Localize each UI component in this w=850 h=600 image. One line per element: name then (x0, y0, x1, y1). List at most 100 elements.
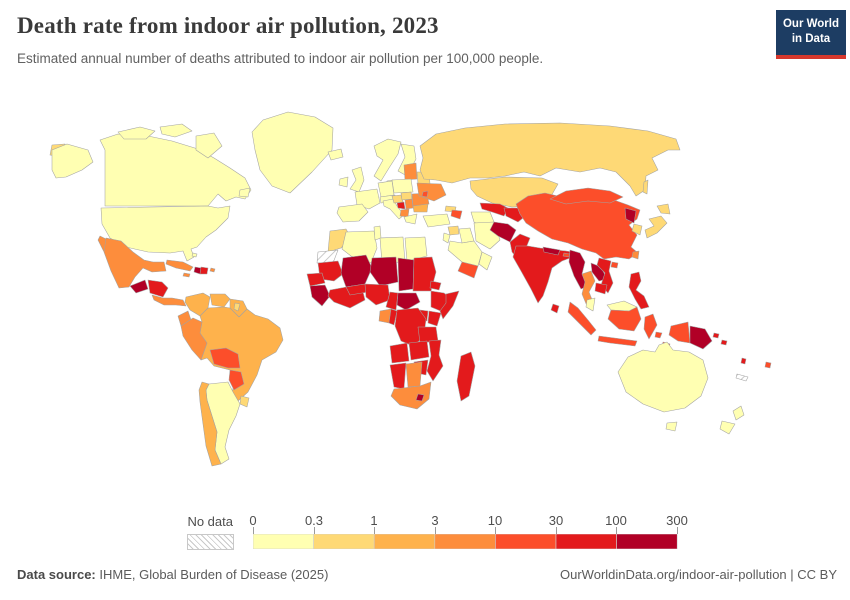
country-new-caledonia[interactable] (735, 373, 749, 382)
country-central-african-republic[interactable] (396, 292, 421, 311)
country-venezuela[interactable] (209, 293, 231, 308)
country-niger[interactable] (369, 256, 399, 287)
country-dominican-republic[interactable] (199, 266, 209, 275)
owid-link[interactable]: OurWorldinData.org/indoor-air-pollution … (560, 567, 837, 582)
country-peru[interactable] (180, 317, 208, 361)
country-yemen[interactable] (457, 261, 479, 279)
country-north-korea[interactable] (624, 207, 637, 224)
country-vietnam[interactable] (596, 257, 614, 294)
country-honduras-nicaragua[interactable] (147, 279, 169, 298)
country-moldova[interactable] (421, 190, 429, 198)
legend-bin-3[interactable] (434, 534, 496, 549)
country-syria[interactable] (447, 225, 460, 236)
country-australia[interactable] (617, 341, 709, 413)
country-senegal[interactable] (306, 272, 326, 287)
country-mali[interactable] (340, 254, 373, 288)
country-iceland[interactable] (327, 148, 344, 161)
country-indonesia-borneo[interactable] (607, 306, 642, 332)
country-indonesia-sumatra[interactable] (567, 301, 597, 336)
country-philippines[interactable] (628, 271, 650, 310)
country-lesotho[interactable] (415, 393, 425, 402)
country-congo[interactable] (388, 308, 398, 326)
country-malawi-mozambique[interactable] (426, 339, 444, 382)
country-new-zealand[interactable] (719, 405, 745, 435)
country-bosnia[interactable] (396, 201, 406, 210)
country-south-africa[interactable] (390, 381, 432, 410)
country-uruguay[interactable] (239, 395, 250, 408)
country-germany[interactable] (377, 180, 395, 198)
country-botswana[interactable] (405, 361, 423, 388)
country-australia-tasmania[interactable] (665, 421, 678, 432)
country-turkey[interactable] (422, 213, 451, 228)
country-iberia[interactable] (336, 203, 369, 223)
country-jamaica[interactable] (182, 272, 191, 278)
country-indonesia-java[interactable] (597, 335, 638, 347)
country-puerto-rico[interactable] (209, 267, 216, 273)
country-baltics[interactable] (403, 162, 418, 181)
country-papua-new-guinea[interactable] (689, 325, 713, 350)
world-choropleth-map[interactable] (0, 85, 850, 510)
country-suriname[interactable] (233, 302, 241, 312)
country-sri-lanka[interactable] (550, 303, 560, 314)
country-serbia[interactable] (404, 198, 414, 210)
legend-bin-6[interactable] (616, 534, 678, 549)
country-hungary[interactable] (400, 191, 413, 201)
country-bulgaria[interactable] (412, 203, 429, 213)
country-vanuatu[interactable] (740, 357, 747, 365)
country-costa-rica-panama[interactable] (151, 294, 187, 307)
country-saudi-arabia[interactable] (447, 240, 483, 267)
country-namibia[interactable] (389, 362, 407, 390)
country-kenya[interactable] (427, 310, 442, 327)
country-cuba[interactable] (165, 259, 194, 272)
country-guatemala[interactable] (129, 279, 149, 294)
country-uzbekistan[interactable] (479, 202, 509, 217)
country-solomon-islands[interactable] (712, 332, 728, 346)
country-canada-arctic-2[interactable] (159, 123, 193, 138)
country-canada[interactable] (99, 133, 252, 207)
country-chad[interactable] (397, 257, 415, 292)
country-cameroon[interactable] (385, 291, 399, 311)
country-eritrea[interactable] (429, 280, 442, 291)
country-egypt[interactable] (404, 236, 428, 262)
legend-no-data-swatch[interactable] (187, 534, 234, 550)
country-canada-arctic-1[interactable] (117, 126, 156, 140)
owid-logo[interactable]: Our World in Data (776, 10, 846, 59)
country-azerbaijan[interactable] (450, 209, 463, 220)
country-zambia[interactable] (408, 340, 430, 361)
country-poland[interactable] (391, 178, 414, 194)
country-bahamas[interactable] (191, 252, 198, 258)
country-alaska[interactable] (51, 143, 94, 179)
country-greenland[interactable] (251, 111, 334, 194)
country-south-korea[interactable] (631, 223, 643, 236)
country-ireland[interactable] (338, 176, 349, 188)
legend-bin-2[interactable] (373, 534, 436, 549)
country-paraguay[interactable] (228, 369, 245, 391)
country-bolivia[interactable] (209, 347, 241, 369)
country-india[interactable] (512, 245, 573, 304)
country-drc[interactable] (394, 307, 427, 347)
legend-color-bar[interactable] (253, 534, 678, 549)
country-japan[interactable] (644, 203, 671, 239)
country-uk[interactable] (349, 166, 365, 193)
country-canada-baffin[interactable] (195, 132, 223, 159)
country-norway-sweden[interactable] (373, 138, 402, 182)
country-canada-newfoundland[interactable] (238, 187, 251, 198)
legend-bin-4[interactable] (495, 534, 557, 549)
legend-bin-5[interactable] (555, 534, 617, 549)
country-malaysia-peninsula[interactable] (585, 297, 596, 312)
country-greece[interactable] (403, 213, 418, 225)
country-israel-jordan[interactable] (442, 232, 451, 244)
country-hainan[interactable] (610, 261, 619, 269)
country-guinea-sierra-leone[interactable] (309, 284, 331, 307)
country-indonesia-sulawesi[interactable] (643, 313, 658, 340)
country-iraq[interactable] (458, 227, 475, 244)
country-nigeria[interactable] (364, 283, 391, 306)
country-angola[interactable] (389, 342, 410, 364)
country-bhutan[interactable] (562, 252, 571, 258)
country-chile[interactable] (198, 381, 222, 467)
country-nepal[interactable] (542, 246, 561, 256)
country-somalia[interactable] (439, 290, 460, 320)
country-fiji[interactable] (764, 361, 772, 369)
country-madagascar[interactable] (456, 351, 476, 402)
country-mongolia[interactable] (549, 187, 624, 205)
